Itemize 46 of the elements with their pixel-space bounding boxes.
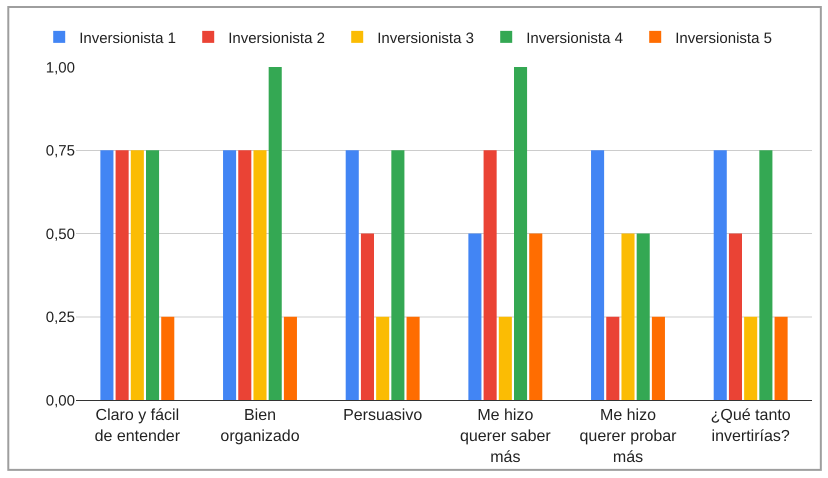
x-tick-label: Claro y fácil de entender (94, 407, 181, 445)
y-tick-label: 1,00 (46, 59, 75, 76)
bar (529, 234, 542, 400)
bar (268, 67, 282, 400)
bar (238, 150, 252, 400)
bar (360, 234, 374, 400)
bar (514, 67, 528, 400)
bar (130, 150, 144, 400)
bar (759, 150, 772, 400)
x-tick-label: Persuasivo (343, 407, 422, 424)
bar (284, 316, 297, 400)
bar (774, 316, 788, 400)
x-tick-label: Me hizo querer probar más (580, 407, 678, 466)
bar (498, 316, 512, 400)
bar (376, 316, 390, 400)
bar (728, 234, 742, 400)
y-tick-label: 0,75 (46, 142, 75, 160)
legend-label: Inversionista 5 (675, 30, 772, 47)
bar (116, 150, 129, 400)
bar (652, 316, 665, 400)
bar (223, 150, 236, 400)
bar (621, 234, 635, 400)
bar (161, 316, 174, 400)
legend-label: Inversionista 4 (526, 30, 623, 47)
legend-label: Inversionista 1 (79, 30, 176, 47)
y-tick-label: 0,00 (46, 392, 75, 410)
bar (146, 150, 160, 400)
bar (744, 316, 758, 400)
y-tick-label: 0,50 (46, 226, 75, 243)
bar (391, 150, 404, 400)
x-tick-label: Bien organizado (220, 407, 300, 445)
bar (100, 150, 114, 400)
bar (484, 150, 497, 400)
bar (714, 150, 727, 400)
x-tick-label: Me hizo querer saber más (460, 407, 552, 466)
legend-label: Inversionista 3 (377, 30, 474, 47)
bar (468, 234, 482, 400)
x-tick-label: ¿Qué tanto invertirías? (710, 407, 791, 445)
y-tick-label: 0,25 (46, 309, 75, 326)
bar (406, 316, 420, 400)
legend-label: Inversionista 2 (228, 30, 325, 47)
bar (606, 316, 620, 400)
bar (591, 150, 604, 400)
bar (636, 234, 650, 400)
bar (346, 150, 359, 400)
bar (253, 150, 267, 400)
